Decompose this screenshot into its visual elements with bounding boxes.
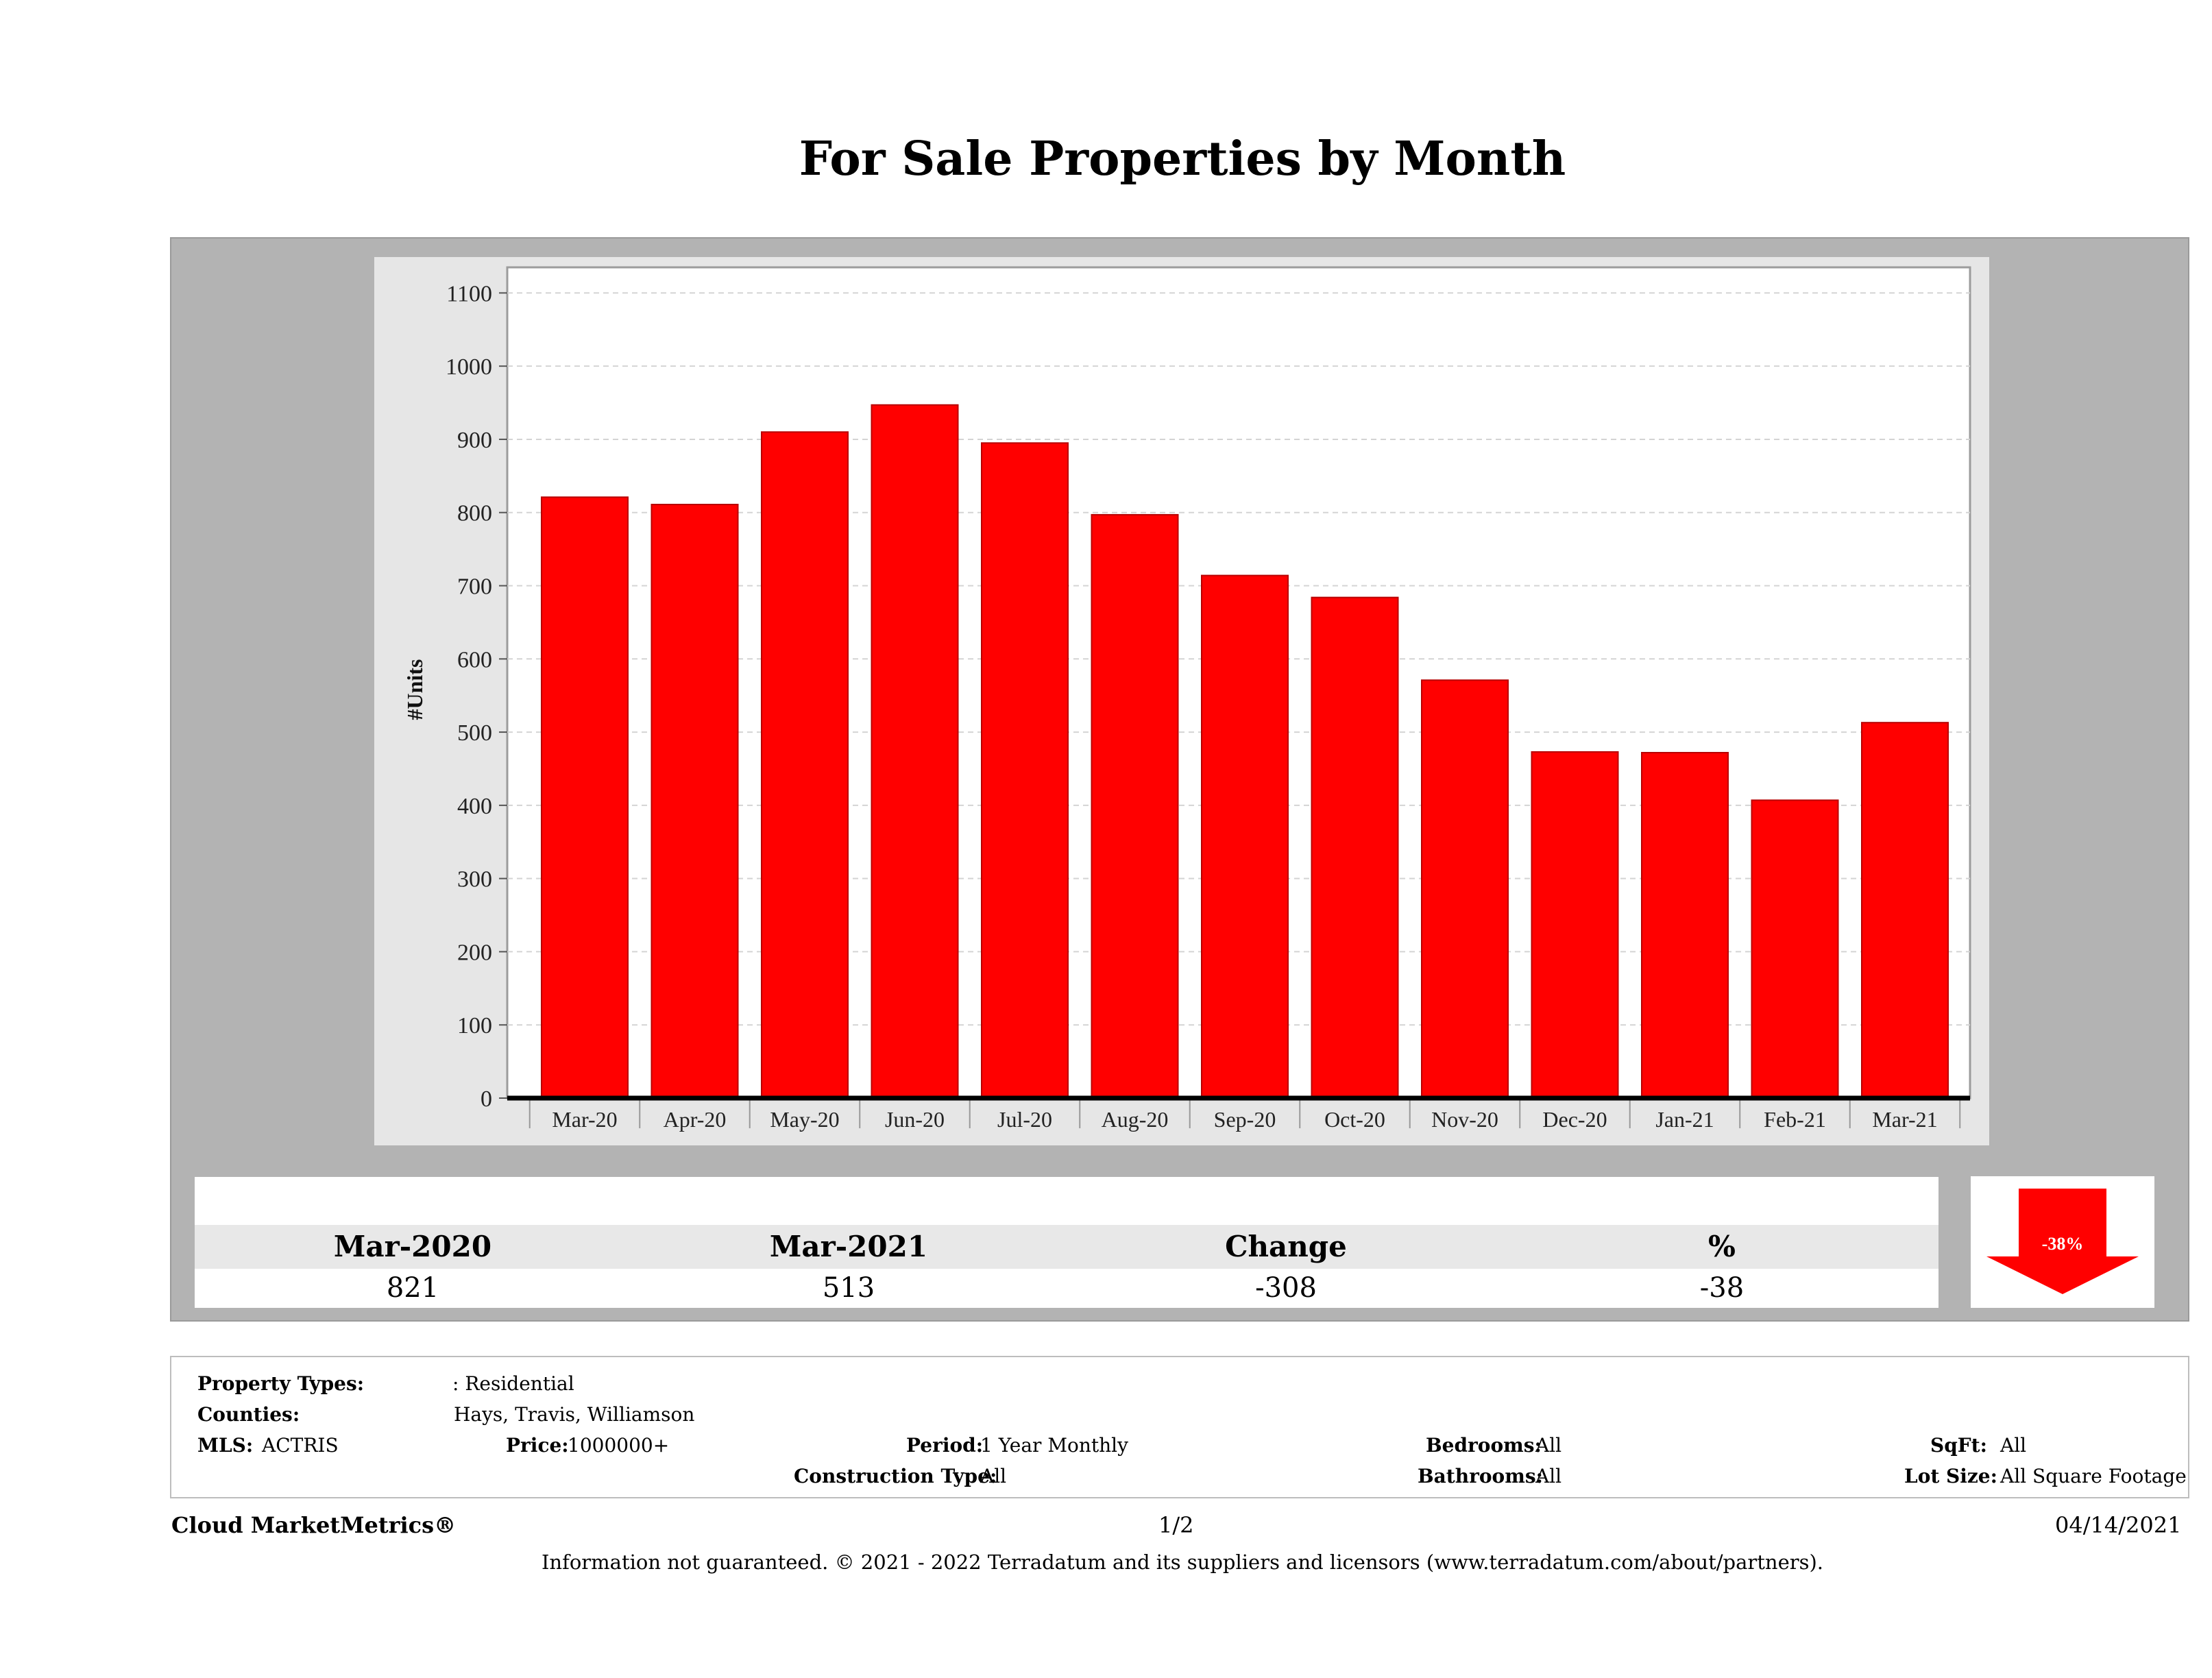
y-tick-label: 500 bbox=[457, 720, 492, 746]
y-axis-label: #Units bbox=[402, 659, 427, 720]
mls-label: MLS: bbox=[197, 1434, 254, 1457]
stat-value-change: -308 bbox=[1255, 1272, 1317, 1304]
y-tick-label: 1100 bbox=[446, 281, 492, 306]
stat-header-change: Change bbox=[1225, 1230, 1347, 1263]
sqft-label: SqFt: bbox=[1930, 1434, 1987, 1457]
stat-value-curr: 513 bbox=[822, 1272, 875, 1304]
x-tick-label: May-20 bbox=[770, 1107, 839, 1132]
lot-size-label: Lot Size: bbox=[1904, 1465, 1997, 1487]
counties-value: Hays, Travis, Williamson bbox=[454, 1403, 695, 1426]
x-tick-label: Jul-20 bbox=[997, 1107, 1052, 1132]
down-arrow-icon: -38% bbox=[1986, 1189, 2139, 1294]
bar bbox=[1091, 513, 1179, 1099]
bar bbox=[981, 442, 1069, 1099]
change-indicator: -38% bbox=[1971, 1176, 2154, 1308]
y-tick-label: 800 bbox=[457, 501, 492, 526]
mls-value: ACTRIS bbox=[262, 1434, 339, 1457]
stat-header-percent: % bbox=[1708, 1230, 1736, 1263]
bathrooms-label: Bathrooms: bbox=[1418, 1465, 1543, 1487]
y-tick-label: 100 bbox=[457, 1013, 492, 1038]
stats-table: Mar-2020 Mar-2021 Change % 821 513 -308 … bbox=[195, 1177, 1938, 1308]
x-tick-label: Jun-20 bbox=[885, 1107, 945, 1132]
y-tick-label: 700 bbox=[457, 574, 492, 600]
y-tick-label: 300 bbox=[457, 867, 492, 892]
y-tick-label: 900 bbox=[457, 428, 492, 453]
property-types-label: Property Types: bbox=[197, 1372, 365, 1395]
x-tick-label: Nov-20 bbox=[1431, 1107, 1498, 1132]
period-value: 1 Year Monthly bbox=[980, 1434, 1128, 1457]
bar bbox=[1311, 596, 1399, 1099]
brand-name: Cloud MarketMetrics® bbox=[171, 1512, 457, 1538]
bar bbox=[1641, 751, 1729, 1099]
x-tick-label: Oct-20 bbox=[1324, 1107, 1385, 1132]
stat-value-prev: 821 bbox=[386, 1272, 439, 1304]
bathrooms-value: All bbox=[1535, 1465, 1562, 1487]
period-label: Period: bbox=[906, 1434, 984, 1457]
report-criteria: Property Types: : Residential Counties: … bbox=[170, 1356, 2189, 1498]
sqft-value: All bbox=[2000, 1434, 2027, 1457]
bar bbox=[1861, 722, 1949, 1099]
construction-type-label: Construction Type: bbox=[794, 1465, 997, 1487]
construction-type-value: All bbox=[980, 1465, 1007, 1487]
y-tick-label: 1000 bbox=[446, 354, 492, 380]
disclaimer: Information not guaranteed. © 2021 - 202… bbox=[541, 1551, 1824, 1574]
lot-size-value: All Square Footage bbox=[2000, 1465, 2187, 1487]
bedrooms-label: Bedrooms: bbox=[1426, 1434, 1542, 1457]
x-tick-label: Apr-20 bbox=[664, 1107, 727, 1132]
bedrooms-value: All bbox=[1535, 1434, 1562, 1457]
x-tick-label: Jan-21 bbox=[1655, 1107, 1714, 1132]
stats-blank-row bbox=[195, 1177, 1938, 1225]
price-value: 1000000+ bbox=[568, 1434, 670, 1457]
report-date: 04/14/2021 bbox=[2055, 1512, 2182, 1538]
bar bbox=[761, 431, 849, 1099]
bar bbox=[1201, 574, 1289, 1099]
bar bbox=[1751, 799, 1839, 1099]
x-tick-label: Feb-21 bbox=[1764, 1107, 1826, 1132]
bar bbox=[651, 503, 739, 1099]
stat-header-curr: Mar-2021 bbox=[769, 1230, 928, 1263]
page-title: For Sale Properties by Month bbox=[799, 132, 1566, 186]
price-label: Price: bbox=[506, 1434, 569, 1457]
y-tick-label: 200 bbox=[457, 940, 492, 965]
bar bbox=[1421, 679, 1509, 1099]
stat-header-prev: Mar-2020 bbox=[333, 1230, 492, 1263]
stats-values-row bbox=[195, 1269, 1938, 1308]
y-tick-label: 600 bbox=[457, 647, 492, 672]
bar bbox=[541, 496, 629, 1099]
y-tick-label: 0 bbox=[481, 1086, 492, 1112]
x-tick-label: Sep-20 bbox=[1214, 1107, 1276, 1132]
counties-label: Counties: bbox=[197, 1403, 300, 1426]
bar bbox=[1531, 751, 1619, 1099]
y-tick-label: 400 bbox=[457, 794, 492, 819]
x-tick-label: Aug-20 bbox=[1102, 1107, 1169, 1132]
x-tick-label: Dec-20 bbox=[1542, 1107, 1607, 1132]
property-types-value: : Residential bbox=[452, 1372, 574, 1395]
page-number: 1/2 bbox=[1158, 1512, 1194, 1538]
bar bbox=[871, 404, 959, 1099]
change-badge-text: -38% bbox=[2042, 1234, 2084, 1254]
x-tick-label: Mar-21 bbox=[1872, 1107, 1937, 1132]
stat-value-percent: -38 bbox=[1699, 1272, 1745, 1304]
x-tick-label: Mar-20 bbox=[552, 1107, 617, 1132]
